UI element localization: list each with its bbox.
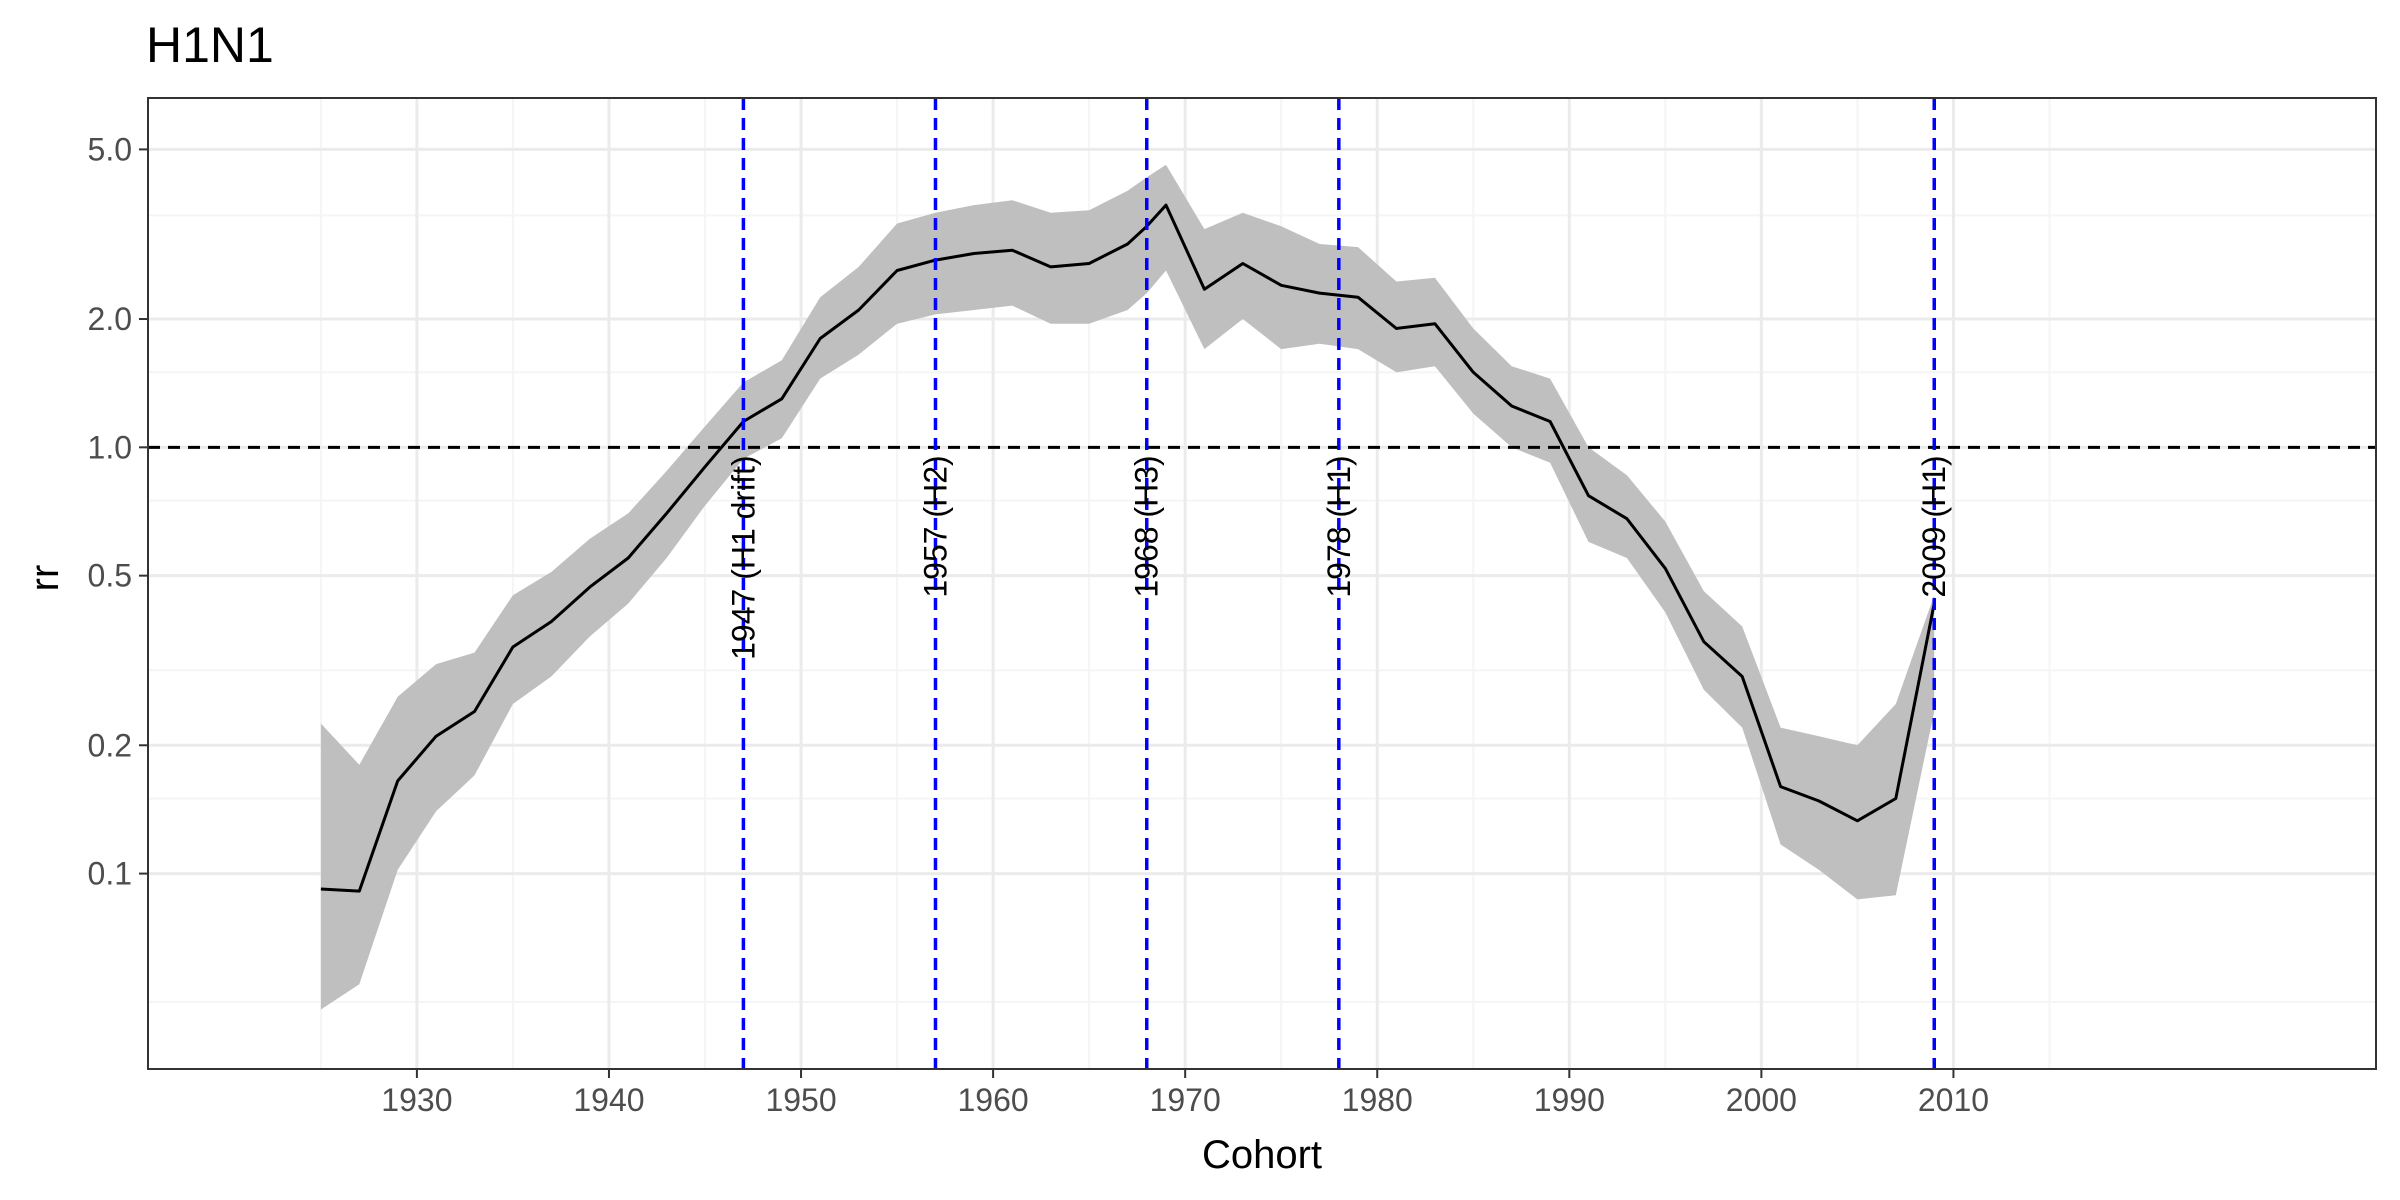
y-tick-label: 2.0 [88, 301, 132, 337]
rr-series-line [320, 203, 1936, 893]
event-label: 1978 (H1) [1321, 455, 1357, 597]
x-axis-title: Cohort [1202, 1133, 1322, 1177]
event-label: 1968 (H3) [1129, 455, 1165, 597]
x-tick-label: 1960 [958, 1082, 1029, 1118]
axis-layer: 1930 1940 1950 1960 1970 1980 1990 2000 2010 0.1 0… [88, 97, 2377, 1118]
event-line-layer: 1947 (H1 drift) 1957 (H2) 1968 (H3) 1978 (H… [725, 98, 1952, 1069]
y-axis-title: rr [23, 565, 67, 592]
y-tick-label: 0.5 [88, 558, 132, 594]
y-tick-label: 0.1 [88, 856, 132, 892]
x-tick-label: 1930 [381, 1082, 452, 1118]
x-tick-label: 1980 [1342, 1082, 1413, 1118]
line-layer [320, 203, 1936, 893]
y-tick-label: 1.0 [88, 429, 132, 465]
x-tick-label: 2010 [1918, 1082, 1989, 1118]
confidence-ribbon [320, 164, 1935, 1010]
x-tick-label: 1970 [1150, 1082, 1221, 1118]
event-label: 1947 (H1 drift) [725, 455, 761, 660]
panel-border [147, 97, 2377, 1070]
y-tick-label: 0.2 [88, 727, 132, 763]
x-tick-label: 1940 [573, 1082, 644, 1118]
ribbon-layer [320, 164, 1935, 1010]
x-tick-label: 1950 [765, 1082, 836, 1118]
x-tick-label: 2000 [1726, 1082, 1797, 1118]
y-tick-label: 5.0 [88, 131, 132, 167]
event-label: 2009 (H1) [1916, 455, 1952, 597]
x-tick-label: 1990 [1534, 1082, 1605, 1118]
event-label: 1957 (H2) [917, 455, 953, 597]
chart-title: H1N1 [146, 17, 274, 73]
